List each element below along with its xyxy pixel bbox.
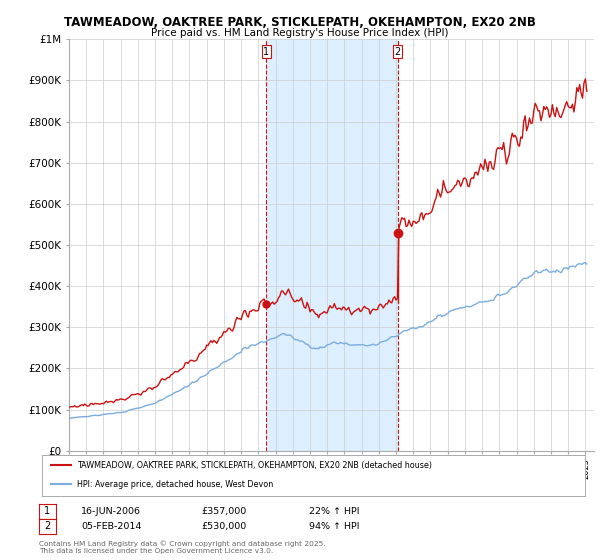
Text: 1: 1: [263, 46, 269, 57]
Text: TAWMEADOW, OAKTREE PARK, STICKLEPATH, OKEHAMPTON, EX20 2NB: TAWMEADOW, OAKTREE PARK, STICKLEPATH, OK…: [64, 16, 536, 29]
Text: 22% ↑ HPI: 22% ↑ HPI: [309, 507, 359, 516]
Bar: [266, 39, 398, 451]
Text: Price paid vs. HM Land Registry's House Price Index (HPI): Price paid vs. HM Land Registry's House …: [151, 28, 449, 38]
Text: TAWMEADOW, OAKTREE PARK, STICKLEPATH, OKEHAMPTON, EX20 2NB (detached house): TAWMEADOW, OAKTREE PARK, STICKLEPATH, OK…: [77, 461, 432, 470]
Text: Contains HM Land Registry data © Crown copyright and database right 2025.
This d: Contains HM Land Registry data © Crown c…: [39, 541, 326, 554]
Text: 1: 1: [44, 506, 50, 516]
Text: 2: 2: [44, 521, 50, 531]
Text: 05-FEB-2014: 05-FEB-2014: [81, 522, 142, 531]
Text: HPI: Average price, detached house, West Devon: HPI: Average price, detached house, West…: [77, 480, 274, 489]
Text: 16-JUN-2006: 16-JUN-2006: [81, 507, 141, 516]
Text: 2: 2: [394, 46, 401, 57]
Text: £530,000: £530,000: [201, 522, 246, 531]
Text: £357,000: £357,000: [201, 507, 246, 516]
Text: 94% ↑ HPI: 94% ↑ HPI: [309, 522, 359, 531]
